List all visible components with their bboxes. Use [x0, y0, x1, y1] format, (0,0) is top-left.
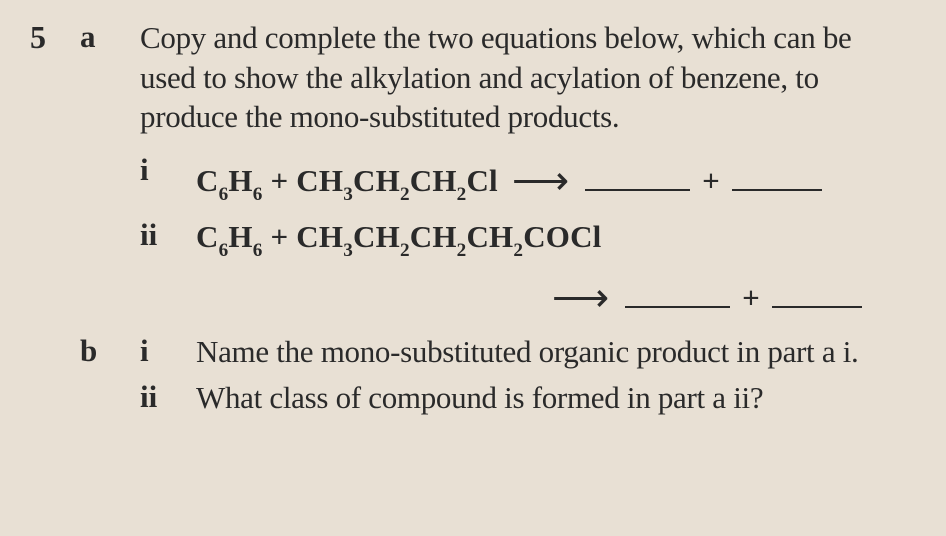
part-b-i-row: b i Name the mono-substituted organic pr…	[30, 332, 906, 372]
equation-i-row: i C6H6 + CH3CH2CH2Cl ⟶ +	[140, 151, 906, 206]
b-i-text: Name the mono-substituted organic produc…	[196, 332, 859, 372]
eq-ii-body: C6H6 + CH3CH2CH2CH2COCl	[196, 216, 602, 262]
blank-product	[625, 280, 730, 308]
plus-sign: +	[702, 163, 728, 198]
blank-byproduct	[772, 280, 862, 308]
part-b-ii-row: ii What class of compound is formed in p…	[30, 378, 906, 418]
eq-i-label: i	[140, 151, 196, 190]
part-a-label: a	[80, 18, 140, 57]
part-a-row: 5 a Copy and complete the two equations …	[30, 18, 906, 137]
question-number: 5	[30, 18, 80, 56]
eq-i-lhs: C6H6 + CH3CH2CH2Cl	[196, 163, 498, 198]
equation-ii-row: ii C6H6 + CH3CH2CH2CH2COCl	[140, 216, 906, 262]
arrow-icon: ⟶	[552, 275, 607, 320]
blank-byproduct	[732, 163, 822, 191]
eq-ii-label: ii	[140, 216, 196, 255]
b-ii-text: What class of compound is formed in part…	[196, 378, 763, 418]
equation-ii-rhs: ⟶ +	[140, 268, 906, 322]
question-page: 5 a Copy and complete the two equations …	[0, 0, 946, 438]
arrow-icon: ⟶	[512, 158, 567, 203]
b-ii-label: ii	[140, 378, 196, 417]
part-b-label: b	[80, 332, 140, 371]
plus-sign: +	[742, 280, 768, 315]
eq-ii-lhs: C6H6 + CH3CH2CH2CH2COCl	[196, 219, 602, 254]
blank-product	[585, 163, 690, 191]
eq-i-body: C6H6 + CH3CH2CH2Cl ⟶ +	[196, 151, 826, 206]
part-a-text: Copy and complete the two equations belo…	[140, 18, 906, 137]
b-i-label: i	[140, 332, 196, 371]
